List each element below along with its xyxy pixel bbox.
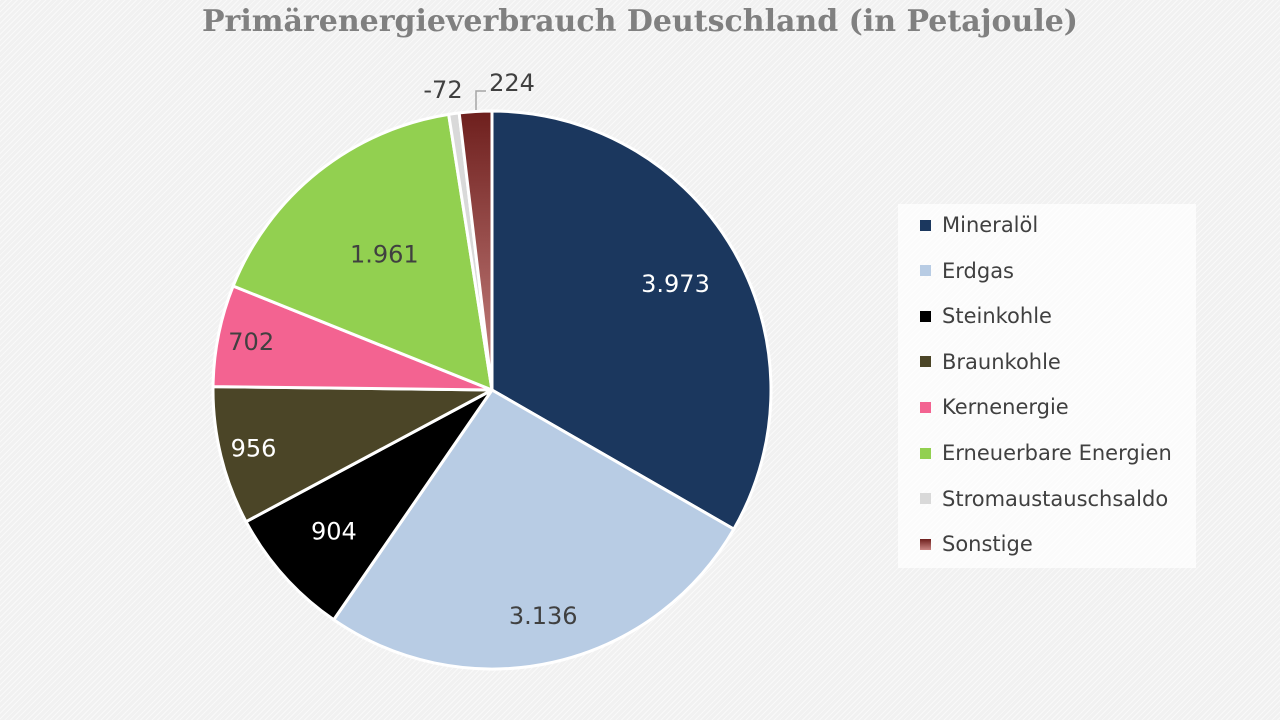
legend-swatch [920,219,931,231]
legend-item-kernenergie: Kernenergie [920,392,1069,422]
legend-label: Sonstige [942,532,1033,557]
legend-item-erdgas: Erdgas [920,256,1014,286]
data-label-steinkohle: 904 [311,517,357,545]
legend-swatch [920,447,931,459]
data-label-stromaustauschsaldo: -72 [423,76,462,104]
legend-swatch [920,265,931,277]
legend-item-sonstige: Sonstige [920,529,1033,559]
data-label-sonstige: 224 [489,69,535,97]
legend-label: Braunkohle [942,349,1061,374]
legend-label: Steinkohle [942,304,1052,329]
slice-erdgas [331,388,736,671]
chart-title: Primärenergieverbrauch Deutschland (in P… [201,4,1079,39]
slice-braunkohle [211,385,493,524]
legend-swatch [920,493,931,505]
data-label-kernenergie: 702 [228,328,274,356]
leader-line [475,90,486,110]
data-label-braunkohle: 956 [231,434,277,462]
legend-label: Erdgas [942,258,1015,283]
legend-label: Mineralöl [942,213,1039,237]
slice-erneuerbare-energien [231,112,494,393]
legend-item-mineraloel: Mineralöl [920,210,1038,240]
legend-item-braunkohle: Braunkohle [920,347,1061,377]
data-label-erdgas: 3.136 [509,602,578,630]
legend: Mineralöl Erdgas Steinkohle Braunkohle Kerne… [898,204,1196,568]
legend-swatch [920,356,931,368]
legend-item-erneuerbare-energien: Erneuerbare Energien [920,438,1172,468]
legend-label: Kernenergie [942,395,1069,420]
slice-sonstige [457,109,494,391]
legend-item-stromaustauschsaldo: Stromaustauschsaldo [920,484,1168,514]
legend-label: Erneuerbare Energien [942,441,1172,465]
legend-swatch [920,538,931,550]
legend-swatch [920,310,931,322]
legend-swatch [920,401,931,413]
slice-mineraloel [490,109,773,532]
legend-label: Stromaustauschsaldo [942,486,1169,511]
legend-item-steinkohle: Steinkohle [920,301,1052,331]
slice-steinkohle [243,388,494,622]
data-label-mineraloel: 3.973 [641,270,710,298]
data-label-erneuerbare-energien: 1.961 [350,241,419,269]
